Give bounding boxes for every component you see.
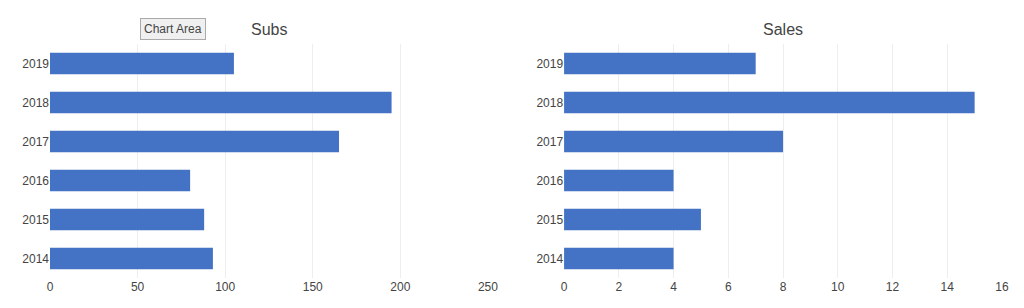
- svg-text:250: 250: [478, 280, 498, 294]
- svg-text:2015: 2015: [22, 213, 49, 227]
- svg-text:50: 50: [131, 280, 145, 294]
- svg-text:2019: 2019: [22, 57, 49, 71]
- svg-text:2014: 2014: [536, 252, 563, 266]
- svg-text:100: 100: [215, 280, 235, 294]
- svg-text:0: 0: [47, 280, 54, 294]
- svg-text:150: 150: [303, 280, 323, 294]
- svg-text:2016: 2016: [22, 174, 49, 188]
- svg-text:Subs: Subs: [251, 21, 287, 38]
- svg-text:2018: 2018: [536, 96, 563, 110]
- svg-text:0: 0: [561, 280, 568, 294]
- svg-text:2017: 2017: [536, 135, 563, 149]
- svg-text:2017: 2017: [22, 135, 49, 149]
- svg-text:2016: 2016: [536, 174, 563, 188]
- svg-text:6: 6: [725, 280, 732, 294]
- svg-text:10: 10: [831, 280, 845, 294]
- svg-text:Chart Area: Chart Area: [144, 22, 202, 36]
- svg-text:4: 4: [670, 280, 677, 294]
- svg-text:200: 200: [390, 280, 410, 294]
- svg-text:16: 16: [995, 280, 1009, 294]
- svg-text:8: 8: [780, 280, 787, 294]
- svg-text:2019: 2019: [536, 57, 563, 71]
- svg-text:2018: 2018: [22, 96, 49, 110]
- svg-text:12: 12: [886, 280, 900, 294]
- svg-text:2: 2: [615, 280, 622, 294]
- svg-text:Sales: Sales: [763, 21, 803, 38]
- svg-text:2014: 2014: [22, 252, 49, 266]
- svg-text:2015: 2015: [536, 213, 563, 227]
- svg-text:14: 14: [941, 280, 955, 294]
